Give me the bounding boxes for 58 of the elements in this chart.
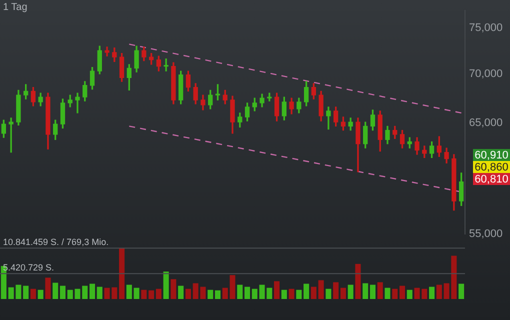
- bar: [38, 290, 44, 299]
- bar: [406, 290, 412, 299]
- y-tick-label: 75,000: [469, 22, 503, 34]
- bar: [304, 284, 310, 299]
- ref-line-label: 10.841.459 S. / 769,3 Mio.: [3, 237, 109, 248]
- bar: [141, 290, 147, 299]
- bar: [436, 284, 442, 299]
- y-tick-label: 65,000: [469, 117, 503, 130]
- bar: [170, 279, 176, 299]
- annotation: 1 Tag: [3, 2, 28, 13]
- bar: [340, 288, 346, 299]
- bar: [45, 278, 51, 299]
- bar: [252, 288, 258, 299]
- bar: [156, 288, 162, 299]
- bar: [333, 282, 339, 299]
- bar: [392, 288, 398, 299]
- bar: [355, 264, 361, 299]
- bar: [148, 290, 154, 299]
- bar: [23, 286, 29, 299]
- bar: [244, 286, 250, 299]
- bar: [377, 282, 383, 299]
- bar: [185, 288, 191, 299]
- bar: [119, 248, 125, 299]
- bar: [281, 290, 287, 299]
- text: 60,810: [474, 174, 508, 186]
- bar: [348, 284, 354, 299]
- bar: [429, 286, 435, 299]
- bar: [318, 280, 324, 299]
- ref-line-label: 5.420.729 S.: [3, 262, 54, 273]
- bar: [288, 288, 294, 299]
- bar: [370, 284, 376, 299]
- candlestick: [75, 92, 80, 114]
- bar: [60, 286, 66, 299]
- y-tick-label: 70,000: [469, 68, 503, 80]
- bar: [178, 286, 184, 299]
- bar: [326, 288, 332, 299]
- candlestick: [164, 58, 168, 72]
- bar: [89, 284, 96, 299]
- bar: [126, 284, 132, 299]
- y-tick-label: 55,000: [469, 228, 503, 240]
- bar: [384, 288, 390, 299]
- bar: [296, 290, 302, 299]
- bar: [310, 286, 316, 299]
- bar: [163, 272, 169, 299]
- bar: [208, 290, 214, 299]
- bar: [30, 288, 36, 299]
- bar: [399, 286, 406, 299]
- bar: [458, 284, 464, 299]
- bar: [237, 284, 243, 299]
- text: 60,910: [474, 150, 508, 162]
- bar: [274, 281, 280, 299]
- bar: [96, 286, 102, 299]
- bar: [52, 282, 58, 299]
- candlestick: [8, 118, 14, 153]
- bar: [362, 283, 368, 299]
- text: 60,860: [474, 162, 508, 174]
- bar: [214, 290, 221, 299]
- bar: [134, 288, 140, 299]
